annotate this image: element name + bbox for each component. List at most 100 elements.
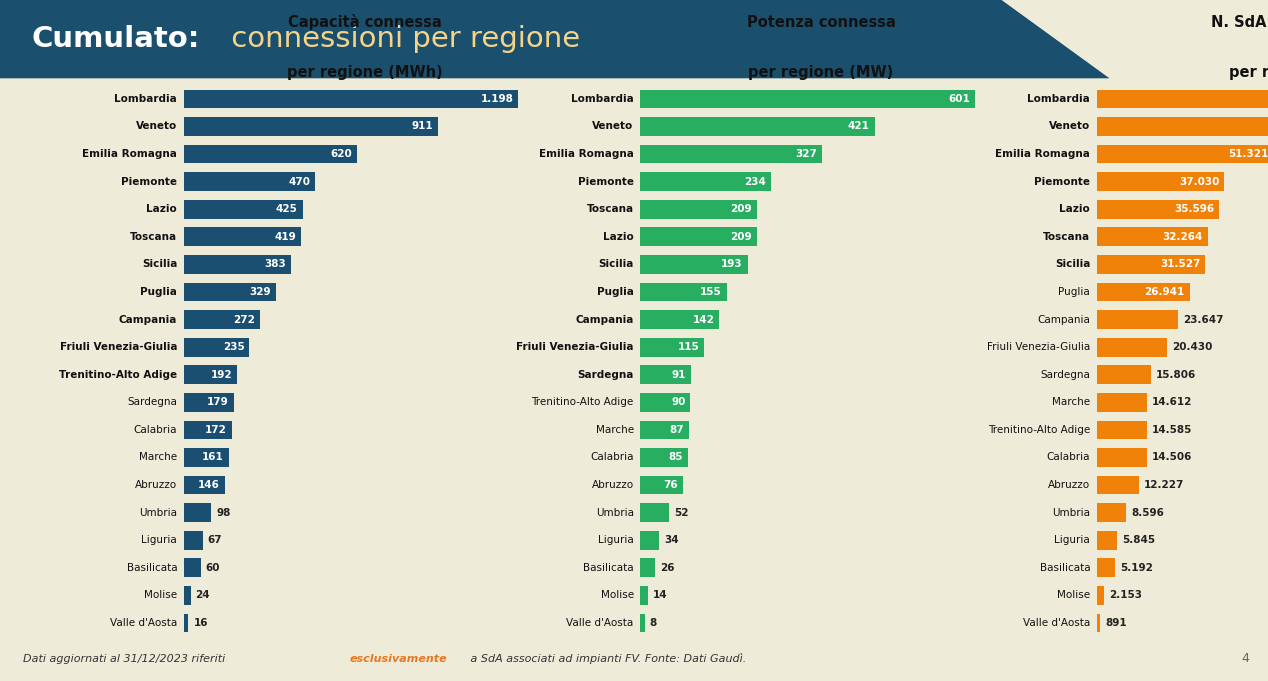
- Text: Piemonte: Piemonte: [578, 176, 634, 187]
- Text: Puglia: Puglia: [141, 287, 178, 297]
- Bar: [184, 283, 275, 302]
- Text: Trenitino-Alto Adige: Trenitino-Alto Adige: [988, 425, 1090, 435]
- Text: 155: 155: [700, 287, 721, 297]
- Text: Emilia Romagna: Emilia Romagna: [82, 149, 178, 159]
- Bar: [640, 530, 659, 550]
- Text: Sardegna: Sardegna: [577, 370, 634, 380]
- Bar: [640, 448, 687, 467]
- Text: Capacità connessa: Capacità connessa: [288, 14, 441, 30]
- Bar: [184, 255, 290, 274]
- Text: 327: 327: [795, 149, 818, 159]
- Text: 34: 34: [664, 535, 678, 545]
- Bar: [640, 89, 975, 108]
- Text: 35.596: 35.596: [1174, 204, 1215, 215]
- Text: Veneto: Veneto: [592, 121, 634, 131]
- Bar: [184, 558, 200, 577]
- Bar: [184, 503, 212, 522]
- Bar: [640, 283, 727, 302]
- Text: Calabria: Calabria: [1046, 452, 1090, 462]
- Text: Molise: Molise: [1058, 590, 1090, 601]
- Bar: [1097, 255, 1206, 274]
- Text: per regione: per regione: [1230, 65, 1268, 80]
- Text: Valle d'Aosta: Valle d'Aosta: [110, 618, 178, 628]
- Bar: [1097, 338, 1167, 357]
- Text: esclusivamente: esclusivamente: [350, 654, 448, 663]
- Text: Trenitino-Alto Adige: Trenitino-Alto Adige: [531, 397, 634, 407]
- Bar: [640, 144, 823, 163]
- Bar: [1097, 200, 1220, 219]
- Text: Liguria: Liguria: [598, 535, 634, 545]
- Text: Lombardia: Lombardia: [571, 94, 634, 104]
- Text: 76: 76: [663, 480, 677, 490]
- Bar: [184, 475, 224, 494]
- Bar: [640, 117, 875, 136]
- Text: Basilicata: Basilicata: [583, 563, 634, 573]
- Bar: [640, 475, 682, 494]
- Text: 8.596: 8.596: [1131, 507, 1164, 518]
- Text: Puglia: Puglia: [1059, 287, 1090, 297]
- Bar: [640, 200, 757, 219]
- Bar: [1097, 448, 1146, 467]
- Text: Toscana: Toscana: [1044, 232, 1090, 242]
- Text: Friuli Venezia-Giulia: Friuli Venezia-Giulia: [987, 342, 1090, 352]
- Bar: [640, 503, 670, 522]
- Bar: [184, 117, 439, 136]
- Text: 87: 87: [670, 425, 683, 435]
- Bar: [184, 172, 316, 191]
- Text: 26.941: 26.941: [1144, 287, 1184, 297]
- Bar: [1097, 89, 1268, 108]
- Text: 2.153: 2.153: [1110, 590, 1142, 601]
- Text: Molise: Molise: [601, 590, 634, 601]
- Bar: [1097, 283, 1189, 302]
- Text: Sicilia: Sicilia: [598, 259, 634, 270]
- Text: 32.264: 32.264: [1163, 232, 1203, 242]
- Text: 601: 601: [948, 94, 970, 104]
- Text: Marche: Marche: [139, 452, 178, 462]
- Text: 329: 329: [249, 287, 271, 297]
- Text: 14.612: 14.612: [1153, 397, 1192, 407]
- Text: Campania: Campania: [1037, 315, 1090, 325]
- Bar: [184, 200, 303, 219]
- Text: Sicilia: Sicilia: [142, 259, 178, 270]
- Bar: [1097, 117, 1268, 136]
- Text: Marche: Marche: [596, 425, 634, 435]
- Bar: [184, 614, 189, 633]
- Bar: [184, 89, 519, 108]
- Text: 23.647: 23.647: [1183, 315, 1224, 325]
- Text: Veneto: Veneto: [136, 121, 178, 131]
- Text: 172: 172: [205, 425, 227, 435]
- Bar: [184, 586, 190, 605]
- Bar: [640, 393, 691, 412]
- Text: 419: 419: [274, 232, 295, 242]
- Bar: [640, 558, 654, 577]
- Text: Campania: Campania: [119, 315, 178, 325]
- Text: Sicilia: Sicilia: [1055, 259, 1090, 270]
- Text: 12.227: 12.227: [1144, 480, 1184, 490]
- Text: Friuli Venezia-Giulia: Friuli Venezia-Giulia: [516, 342, 634, 352]
- Text: connessioni per regione: connessioni per regione: [222, 25, 579, 53]
- Bar: [1097, 558, 1115, 577]
- Text: 91: 91: [672, 370, 686, 380]
- Text: 8: 8: [649, 618, 657, 628]
- Bar: [640, 310, 719, 329]
- Text: Calabria: Calabria: [590, 452, 634, 462]
- Text: 60: 60: [205, 563, 221, 573]
- Polygon shape: [0, 0, 1110, 78]
- Text: 192: 192: [210, 370, 232, 380]
- Bar: [1097, 172, 1225, 191]
- Text: Abruzzo: Abruzzo: [1049, 480, 1090, 490]
- Text: Basilicata: Basilicata: [127, 563, 178, 573]
- Text: 15.806: 15.806: [1156, 370, 1197, 380]
- Text: 911: 911: [412, 121, 434, 131]
- Text: 52: 52: [675, 507, 689, 518]
- Text: 209: 209: [730, 232, 752, 242]
- Text: Basilicata: Basilicata: [1040, 563, 1090, 573]
- Bar: [184, 310, 260, 329]
- Bar: [1097, 144, 1268, 163]
- Bar: [1097, 365, 1151, 384]
- Bar: [640, 614, 645, 633]
- Text: Emilia Romagna: Emilia Romagna: [539, 149, 634, 159]
- Text: Valle d'Aosta: Valle d'Aosta: [1023, 618, 1090, 628]
- Text: Lombardia: Lombardia: [1027, 94, 1090, 104]
- Text: Liguria: Liguria: [1055, 535, 1090, 545]
